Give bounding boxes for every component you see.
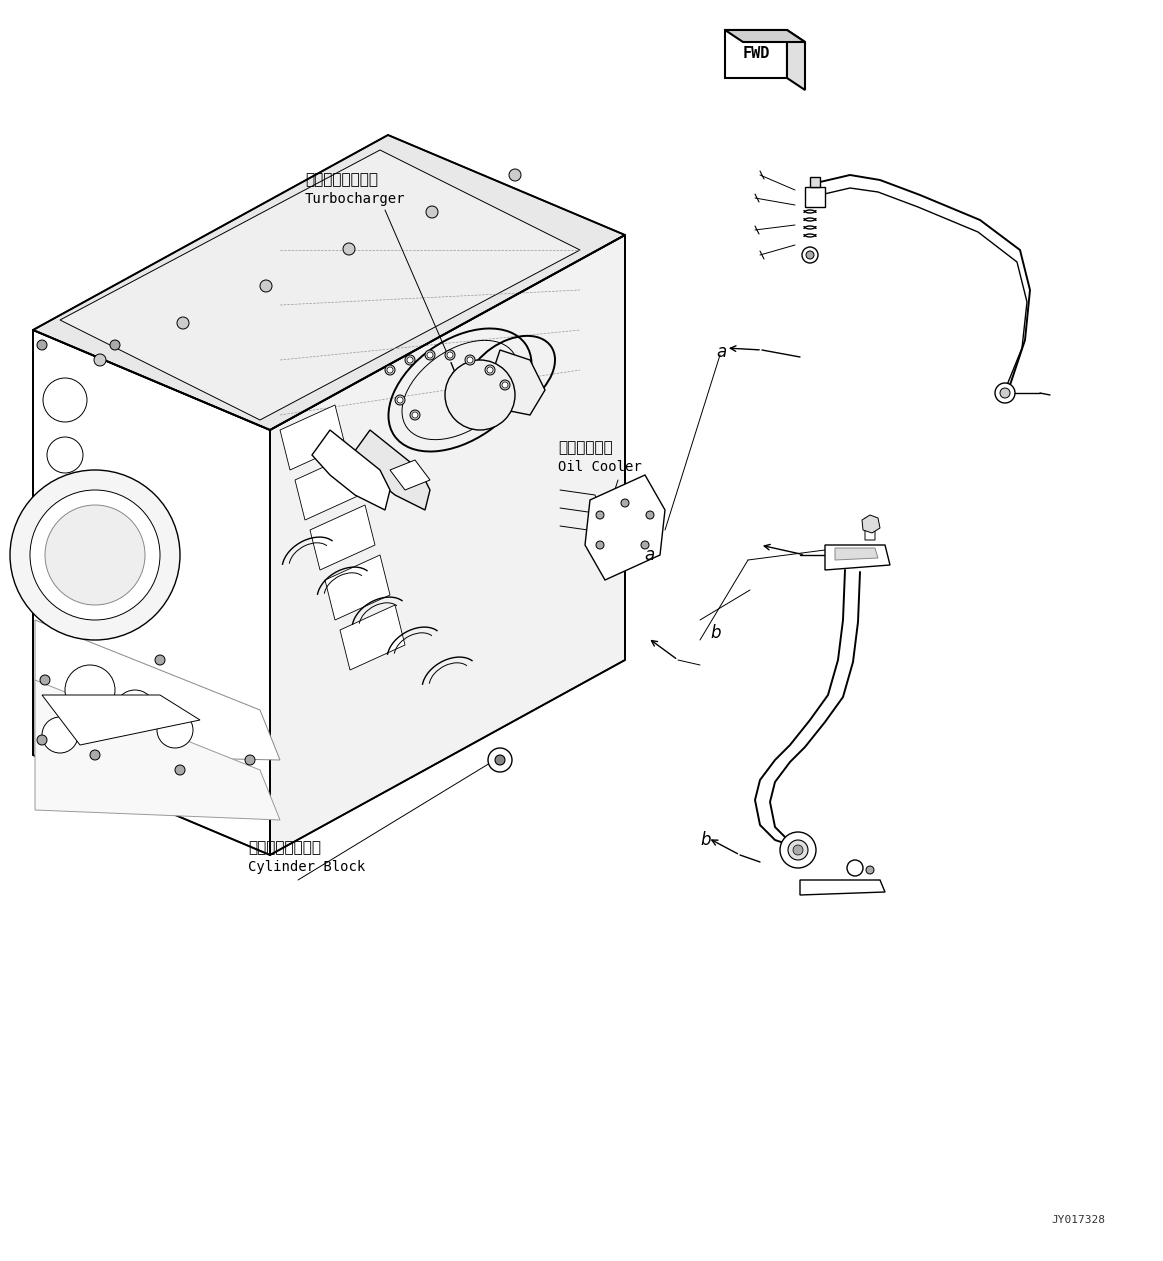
Polygon shape	[865, 518, 875, 540]
Polygon shape	[787, 30, 805, 90]
Polygon shape	[324, 555, 390, 620]
Circle shape	[405, 356, 415, 364]
Text: a: a	[644, 546, 655, 564]
Circle shape	[155, 654, 165, 665]
Circle shape	[595, 541, 604, 549]
Circle shape	[10, 470, 180, 641]
Circle shape	[447, 352, 454, 358]
Circle shape	[110, 340, 120, 351]
Polygon shape	[490, 351, 545, 415]
Text: a: a	[716, 343, 727, 361]
Circle shape	[45, 504, 145, 605]
Polygon shape	[280, 405, 345, 470]
Text: b: b	[700, 831, 711, 849]
Text: FWD: FWD	[742, 47, 770, 62]
Circle shape	[866, 866, 875, 874]
Polygon shape	[42, 695, 200, 745]
Circle shape	[487, 367, 493, 373]
Circle shape	[445, 351, 455, 359]
Polygon shape	[805, 187, 825, 207]
Circle shape	[43, 378, 87, 422]
Polygon shape	[809, 177, 820, 187]
Polygon shape	[825, 545, 890, 570]
Polygon shape	[311, 504, 374, 570]
Polygon shape	[35, 620, 280, 760]
Polygon shape	[800, 880, 885, 895]
Text: Cylinder Block: Cylinder Block	[248, 860, 365, 874]
Text: b: b	[709, 624, 721, 642]
Circle shape	[502, 382, 508, 388]
Circle shape	[621, 499, 629, 507]
Circle shape	[509, 169, 521, 182]
Circle shape	[802, 247, 818, 264]
Circle shape	[115, 690, 155, 730]
Circle shape	[645, 511, 654, 520]
Circle shape	[789, 840, 808, 860]
Circle shape	[42, 718, 78, 753]
Circle shape	[94, 354, 106, 366]
Circle shape	[847, 860, 863, 876]
Circle shape	[424, 351, 435, 359]
Polygon shape	[33, 330, 270, 855]
Polygon shape	[835, 549, 878, 560]
Circle shape	[65, 665, 115, 715]
Circle shape	[996, 383, 1015, 404]
Polygon shape	[340, 605, 405, 670]
Circle shape	[495, 755, 505, 765]
Circle shape	[37, 340, 47, 351]
Polygon shape	[725, 30, 787, 78]
Polygon shape	[862, 514, 880, 533]
Polygon shape	[35, 680, 280, 820]
Polygon shape	[33, 135, 625, 430]
Circle shape	[1000, 388, 1009, 398]
Circle shape	[780, 832, 816, 868]
Circle shape	[174, 765, 185, 776]
Polygon shape	[390, 460, 430, 491]
Circle shape	[465, 356, 475, 364]
Circle shape	[488, 748, 512, 772]
Polygon shape	[270, 235, 625, 855]
Text: シリンダブロック: シリンダブロック	[248, 840, 321, 855]
Circle shape	[793, 845, 802, 855]
Text: Oil Cooler: Oil Cooler	[558, 460, 642, 474]
Circle shape	[500, 380, 511, 390]
Circle shape	[387, 367, 393, 373]
Circle shape	[595, 511, 604, 520]
Circle shape	[261, 280, 272, 293]
Circle shape	[157, 712, 193, 748]
Polygon shape	[312, 430, 390, 509]
Circle shape	[445, 359, 515, 430]
Circle shape	[427, 352, 433, 358]
Circle shape	[245, 755, 255, 765]
Circle shape	[641, 541, 649, 549]
Text: オイルクーラ: オイルクーラ	[558, 440, 613, 455]
Circle shape	[177, 317, 190, 329]
Circle shape	[90, 750, 100, 760]
Circle shape	[37, 735, 47, 745]
Circle shape	[485, 364, 495, 375]
Circle shape	[395, 395, 405, 405]
Circle shape	[385, 364, 395, 375]
Circle shape	[397, 397, 404, 404]
Circle shape	[407, 357, 413, 363]
Polygon shape	[725, 30, 805, 42]
Polygon shape	[352, 430, 430, 509]
Circle shape	[47, 438, 83, 473]
Text: ターボチャージャ: ターボチャージャ	[305, 171, 378, 187]
Text: JY017328: JY017328	[1051, 1216, 1105, 1224]
Circle shape	[40, 675, 50, 685]
Polygon shape	[60, 150, 580, 420]
Polygon shape	[585, 475, 665, 580]
Circle shape	[343, 243, 355, 255]
Circle shape	[412, 412, 418, 417]
Circle shape	[426, 206, 438, 218]
Circle shape	[806, 251, 814, 259]
Circle shape	[411, 410, 420, 420]
Circle shape	[30, 491, 160, 620]
Circle shape	[468, 357, 473, 363]
Polygon shape	[295, 455, 361, 520]
Text: Turbocharger: Turbocharger	[305, 192, 406, 206]
